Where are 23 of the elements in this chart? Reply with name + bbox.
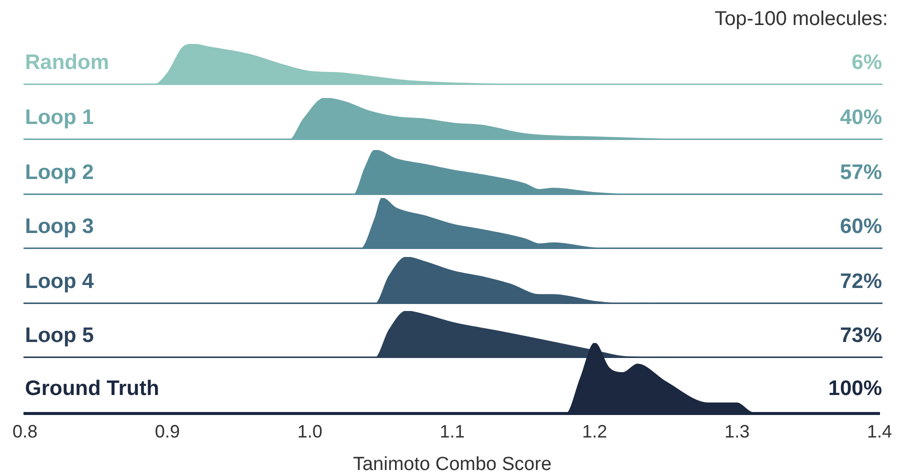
x-tick-label: 1.0 <box>297 421 322 442</box>
x-tick-label: 1.3 <box>724 421 750 442</box>
series-label: Loop 1 <box>25 106 94 130</box>
chart-title: Top-100 molecules: <box>714 8 888 31</box>
annotation: 57% <box>840 161 882 185</box>
series-label: Loop 2 <box>25 161 94 185</box>
x-tick-label: 1.2 <box>582 421 608 442</box>
series-label: Loop 4 <box>25 270 94 294</box>
x-tick-label: 0.9 <box>154 421 180 442</box>
series-label: Random <box>25 51 109 75</box>
series-label: Ground Truth <box>25 377 160 401</box>
x-axis-title: Tanimoto Combo Score <box>352 454 552 475</box>
annotation: 60% <box>840 215 882 239</box>
series-label: Loop 5 <box>25 324 94 348</box>
x-tick-label: 0.8 <box>12 421 38 442</box>
annotation: 100% <box>828 377 882 401</box>
x-tick-label: 1.1 <box>440 421 465 442</box>
annotation: 73% <box>840 324 882 348</box>
annotation: 40% <box>840 106 882 130</box>
annotation: 72% <box>840 270 882 294</box>
x-tick-label: 1.4 <box>866 421 892 442</box>
annotation: 6% <box>852 51 882 75</box>
series-label: Loop 3 <box>25 215 94 239</box>
